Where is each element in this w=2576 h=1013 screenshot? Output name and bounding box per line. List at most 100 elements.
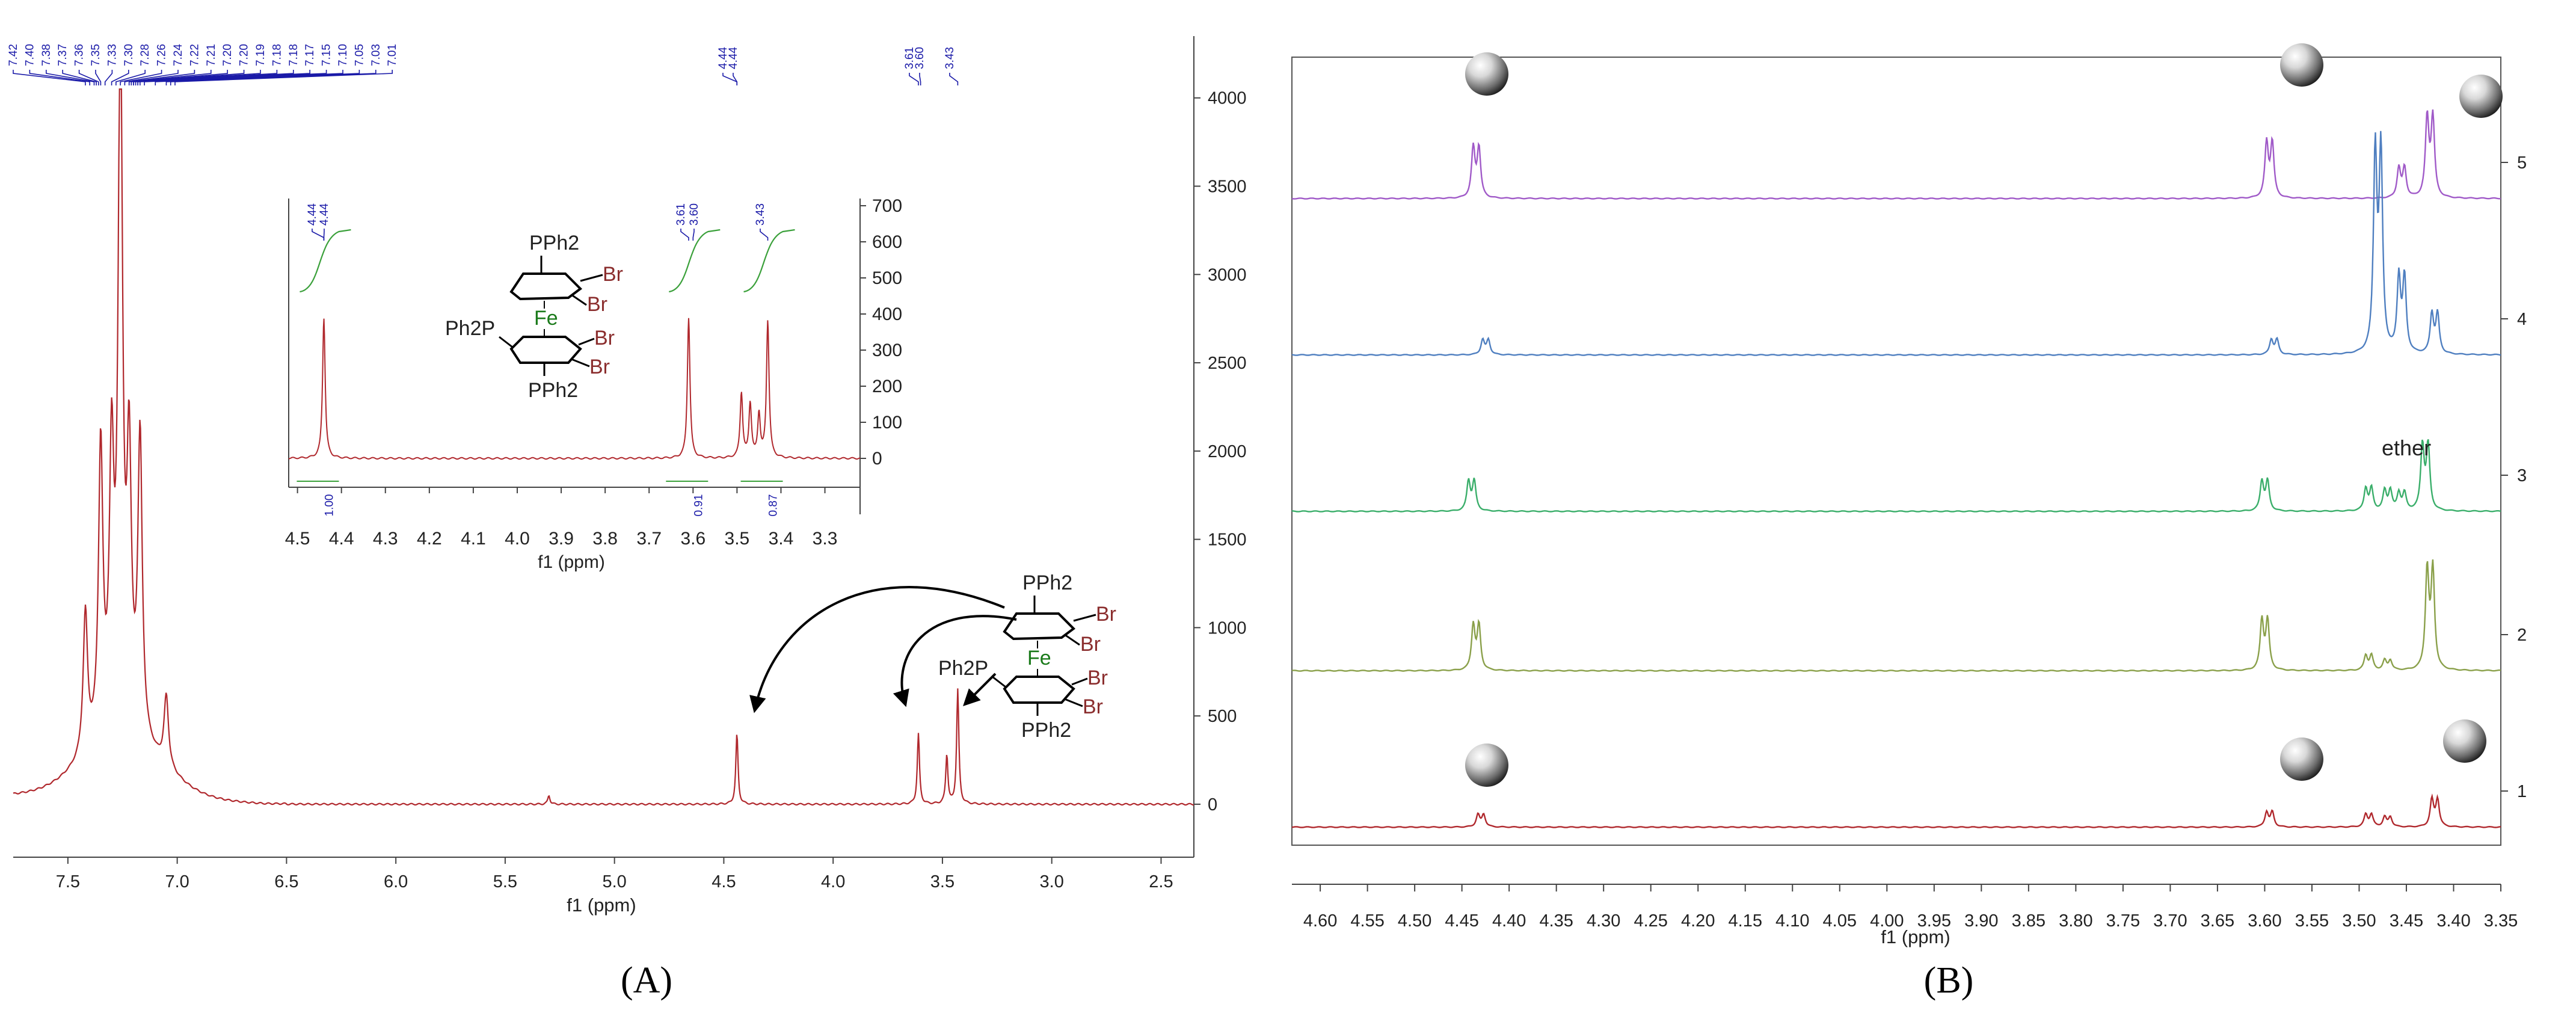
peak-label: 7.42	[7, 44, 20, 66]
trace-3-line	[1292, 439, 2501, 513]
y-tick-label: 2000	[1208, 442, 1247, 461]
peak-label-leader	[692, 229, 695, 241]
peak-label: 7.38	[40, 44, 53, 66]
y-tick-label: 500	[1208, 707, 1237, 726]
inset-y-ticks: 700 600 500 400 300 200 100 0	[860, 196, 902, 469]
b-x-tick-label: 3.95	[1917, 911, 1951, 931]
panel-b-x-ticks: 4.60 4.55 4.50 4.45 4.40 4.35 4.30 4.25 4.20 4.15…	[1292, 884, 2518, 931]
b-x-tick-label: 3.85	[2012, 911, 2046, 931]
inset-x-tick-label: 4.3	[373, 529, 398, 549]
peak-label: 4.44	[727, 47, 740, 69]
x-tick-label: 6.0	[384, 872, 408, 891]
peak-label: 7.24	[172, 44, 185, 66]
panel-a-caption: (A)	[621, 960, 672, 1001]
x-tick-label: 3.5	[930, 872, 954, 891]
inset-x-tick-label: 3.4	[769, 529, 794, 549]
panel-b-trace-labels: 5 4 3 2 1	[2501, 153, 2527, 801]
sphere-marker	[2280, 43, 2323, 87]
peak-label: 3.60	[914, 47, 926, 69]
panel-b-traces	[1291, 109, 2501, 828]
panel-b: 4.60 4.55 4.50 4.45 4.40 4.35 4.30 4.25 4.20 4.15…	[1291, 43, 2527, 1001]
b-x-tick-label: 4.05	[1823, 911, 1857, 931]
trace-label-2: 2	[2517, 626, 2527, 645]
peak-label-leader	[144, 70, 327, 85]
peak-label: 7.05	[353, 44, 366, 66]
molecule-left-group: Ph2P	[938, 657, 988, 680]
bromine-label: Br	[587, 293, 607, 316]
trace-label-4: 4	[2517, 310, 2527, 329]
b-x-tick-label: 4.15	[1729, 911, 1762, 931]
integral-curve	[743, 229, 795, 293]
b-x-tick-label: 3.60	[2248, 911, 2281, 931]
b-x-tick-label: 4.10	[1775, 911, 1809, 931]
peak-label-leader	[62, 70, 97, 85]
inset-integral-label: 0.87	[767, 494, 780, 517]
inset-x-tick-label: 4.0	[505, 529, 530, 549]
peak-label-leader	[949, 73, 959, 85]
molecule-left-group: Ph2P	[445, 317, 495, 340]
b-x-tick-label: 3.45	[2390, 911, 2423, 931]
cp-ring-top	[1003, 612, 1076, 641]
cp-ring-bottom	[1003, 676, 1075, 704]
peak-label-leader	[733, 73, 738, 85]
bromine-label: Br	[603, 263, 623, 286]
peak-label: 4.44	[717, 47, 730, 69]
inset-peak-label: 4.44	[306, 203, 319, 226]
inset-x-ticks: 4.5 4.4 4.3 4.2 4.1 4.0 3.9 3.8 3.7 3.6 3.5 3.4 3.3	[285, 487, 837, 549]
b-x-tick-label: 3.70	[2153, 911, 2187, 931]
b-x-tick-label: 3.80	[2059, 911, 2092, 931]
b-x-tick-label: 3.75	[2106, 911, 2140, 931]
b-x-tick-label: 4.20	[1681, 911, 1715, 931]
bromine-label: Br	[1096, 603, 1116, 626]
peak-label: 3.43	[944, 47, 956, 69]
iron-label: Fe	[534, 307, 558, 330]
peak-label: 7.17	[304, 44, 316, 66]
peak-label-leader	[95, 70, 102, 85]
peak-label-leader	[133, 70, 245, 85]
inset-y-tick-label: 500	[872, 268, 902, 288]
inset-y-tick-label: 0	[872, 449, 882, 469]
peak-label-leader	[312, 229, 325, 241]
b-x-tick-label: 3.55	[2295, 911, 2329, 931]
inset-integral-curves	[297, 229, 795, 482]
inset-peak-label: 3.43	[754, 203, 767, 226]
sphere-marker	[2443, 719, 2486, 763]
peak-label: 7.28	[139, 44, 152, 66]
trace-2-line	[1291, 559, 2501, 672]
b-x-tick-label: 3.50	[2342, 911, 2376, 931]
peak-label: 7.26	[156, 44, 168, 66]
x-tick-label: 4.5	[712, 872, 736, 891]
panel-a-xlabel: f1 (ppm)	[567, 894, 636, 916]
inset-y-tick-label: 600	[872, 232, 902, 252]
peak-label-leader	[46, 70, 95, 85]
panel-b-caption: (B)	[1924, 960, 1974, 1001]
y-tick-label: 1500	[1208, 531, 1247, 550]
inset-x-tick-label: 3.8	[592, 529, 618, 549]
peak-label-leader	[115, 70, 146, 85]
panel-a-peak-labels: 7.42 7.40 7.38 7.37 7.36 7.35 7.33 7.30 7.28 7.26…	[7, 44, 399, 85]
peak-label: 7.10	[337, 44, 349, 66]
molecule-bottom-group: PPh2	[1021, 719, 1071, 742]
bromine-label: Br	[589, 356, 610, 378]
peak-label: 7.37	[57, 44, 69, 66]
arrow-to-4.44	[749, 586, 1005, 713]
inset-x-tick-label: 4.5	[285, 529, 310, 549]
trace-4-line	[1291, 131, 2501, 356]
b-x-tick-label: 3.35	[2484, 911, 2518, 931]
cp-ring-bottom	[509, 336, 582, 364]
y-tick-label: 4000	[1208, 89, 1247, 108]
bromine-label: Br	[594, 327, 615, 349]
peak-label-leader	[29, 70, 91, 85]
peak-label-leader	[680, 229, 689, 241]
x-tick-label: 5.5	[493, 872, 517, 891]
inset-peak-label: 4.44	[318, 203, 331, 226]
inset-integral-labels: 1.00 0.91 0.87	[323, 494, 779, 517]
peak-label-leader	[174, 70, 393, 85]
b-x-tick-label: 4.50	[1398, 911, 1431, 931]
y-tick-label: 3500	[1208, 177, 1247, 197]
trace-label-1: 1	[2517, 782, 2527, 801]
ether-annotation: ether	[2382, 436, 2431, 460]
b-x-tick-label: 3.90	[1964, 911, 1998, 931]
peak-label-leader	[909, 73, 919, 85]
